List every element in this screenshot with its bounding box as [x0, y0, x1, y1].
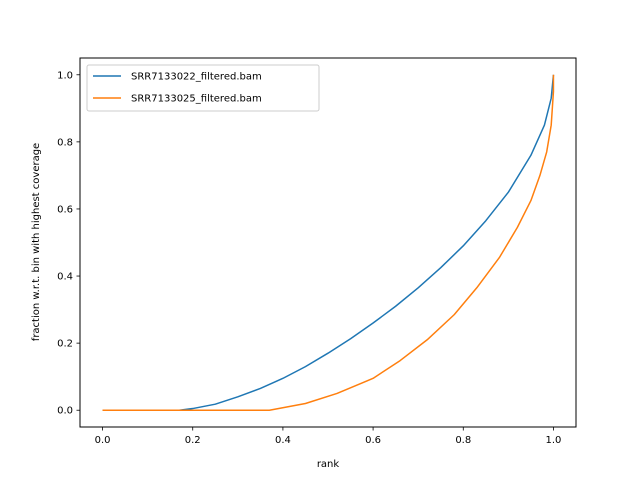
x-tick-label: 0.8 — [455, 435, 471, 446]
y-tick-label: 0.6 — [57, 204, 73, 215]
x-tick-label: 0.0 — [95, 435, 111, 446]
series-line-2 — [102, 74, 555, 411]
y-tick-label: 0.0 — [57, 406, 73, 417]
y-axis-ticks: 0.0 0.2 0.4 0.6 0.8 1.0 — [57, 70, 80, 417]
y-axis-label: fraction w.r.t. bin with highest coverag… — [31, 143, 42, 341]
y-tick-label: 0.4 — [57, 272, 73, 283]
x-tick-label: 1.0 — [546, 435, 562, 446]
y-tick-label: 0.2 — [57, 339, 73, 350]
x-axis-ticks: 0.0 0.2 0.4 0.6 0.8 1.0 — [95, 427, 562, 446]
legend-box — [86, 64, 320, 112]
y-tick-label: 0.8 — [57, 137, 73, 148]
plot-frame — [79, 57, 577, 428]
legend-label-2: SRR7133025_filtered.bam — [131, 94, 262, 105]
x-tick-label: 0.4 — [275, 435, 291, 446]
x-axis-label: rank — [317, 459, 340, 470]
series-layer — [102, 74, 555, 411]
y-tick-label: 1.0 — [57, 70, 73, 81]
x-tick-label: 0.6 — [365, 435, 381, 446]
x-tick-label: 0.2 — [185, 435, 201, 446]
legend-label-1: SRR7133022_filtered.bam — [131, 72, 262, 83]
legend: SRR7133022_filtered.bam SRR7133025_filter… — [86, 64, 320, 112]
series-line-1 — [102, 74, 555, 411]
